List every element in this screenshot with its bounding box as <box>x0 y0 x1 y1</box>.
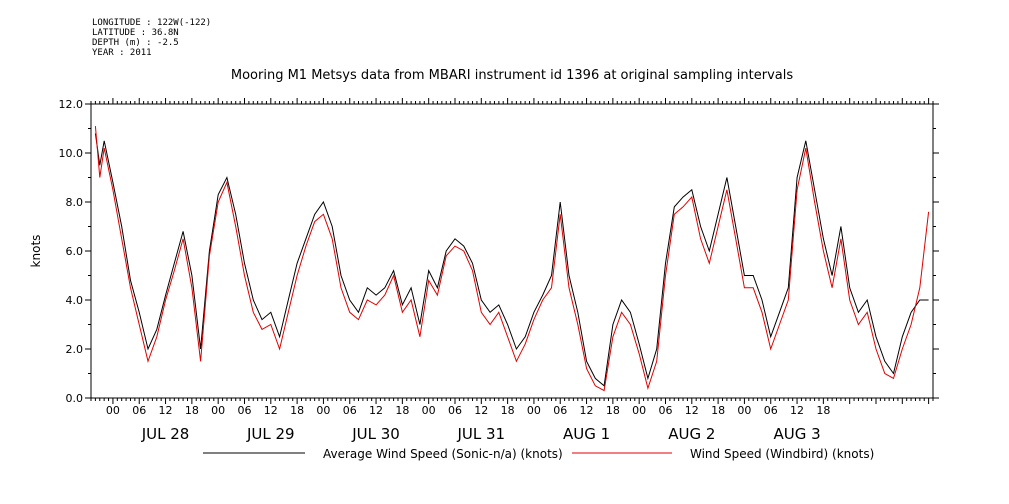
depth-label: DEPTH (m) : -2.5 <box>92 38 179 48</box>
hour-tick-label: 18 <box>185 404 199 417</box>
y-tick-label: 12.0 <box>59 98 84 111</box>
series-windbird-wind-speed <box>94 126 930 392</box>
chart-title: Mooring M1 Metsys data from MBARI instru… <box>231 68 793 83</box>
hour-tick-label: 12 <box>369 404 383 417</box>
hour-tick-label: 06 <box>237 404 251 417</box>
series-layer <box>94 126 930 392</box>
hour-tick-label: 12 <box>264 404 278 417</box>
hour-tick-label: 12 <box>474 404 488 417</box>
day-label: AUG 2 <box>668 425 715 443</box>
day-label: JUL 29 <box>246 425 295 443</box>
day-label: JUL 28 <box>141 425 190 443</box>
y-tick-label: 2.0 <box>66 343 84 356</box>
day-label: JUL 30 <box>351 425 400 443</box>
hour-tick-label: 12 <box>685 404 699 417</box>
hour-tick-label: 12 <box>580 404 594 417</box>
hour-tick-label: 00 <box>211 404 225 417</box>
hour-tick-label: 06 <box>764 404 778 417</box>
hour-tick-label: 06 <box>553 404 567 417</box>
legend: Average Wind Speed (Sonic-n/a) (knots) W… <box>203 447 874 461</box>
hour-tick-label: 00 <box>316 404 330 417</box>
hour-tick-label: 06 <box>658 404 672 417</box>
hour-tick-label: 18 <box>290 404 304 417</box>
hour-tick-label: 06 <box>132 404 146 417</box>
hour-tick-label: 00 <box>106 404 120 417</box>
hour-tick-label: 18 <box>501 404 515 417</box>
day-label: JUL 31 <box>456 425 505 443</box>
day-label: AUG 3 <box>773 425 820 443</box>
legend-label-windbird: Wind Speed (Windbird) (knots) <box>690 447 874 461</box>
hour-tick-label: 06 <box>343 404 357 417</box>
hour-tick-label: 00 <box>422 404 436 417</box>
series-average-wind-speed <box>94 133 929 387</box>
y-tick-label: 10.0 <box>59 147 84 160</box>
hour-tick-label: 12 <box>159 404 173 417</box>
y-axis-label: knots <box>29 235 43 268</box>
metadata-block: LONGITUDE : 122W(-122) LATITUDE : 36.8N … <box>92 18 211 58</box>
axis-ticks: 0.0 2.0 4.0 6.0 8.0 10.0 12.0 00 06 12 18 00 06 12 18 0… <box>59 98 939 443</box>
legend-label-average: Average Wind Speed (Sonic-n/a) (knots) <box>323 447 563 461</box>
y-tick-label: 4.0 <box>66 294 84 307</box>
year-label: YEAR : 2011 <box>92 48 152 58</box>
hour-tick-label: 00 <box>737 404 751 417</box>
hour-tick-label: 18 <box>711 404 725 417</box>
latitude-label: LATITUDE : 36.8N <box>92 28 179 38</box>
hour-tick-label: 18 <box>816 404 830 417</box>
hour-tick-label: 18 <box>395 404 409 417</box>
hour-tick-label: 00 <box>632 404 646 417</box>
hour-tick-label: 12 <box>790 404 804 417</box>
hour-tick-label: 06 <box>448 404 462 417</box>
y-tick-label: 6.0 <box>66 245 84 258</box>
y-tick-label: 8.0 <box>66 196 84 209</box>
hour-tick-label: 00 <box>527 404 541 417</box>
longitude-label: LONGITUDE : 122W(-122) <box>92 18 212 28</box>
hour-tick-label: 18 <box>606 404 620 417</box>
y-tick-label: 0.0 <box>66 392 84 405</box>
day-label: AUG 1 <box>563 425 610 443</box>
